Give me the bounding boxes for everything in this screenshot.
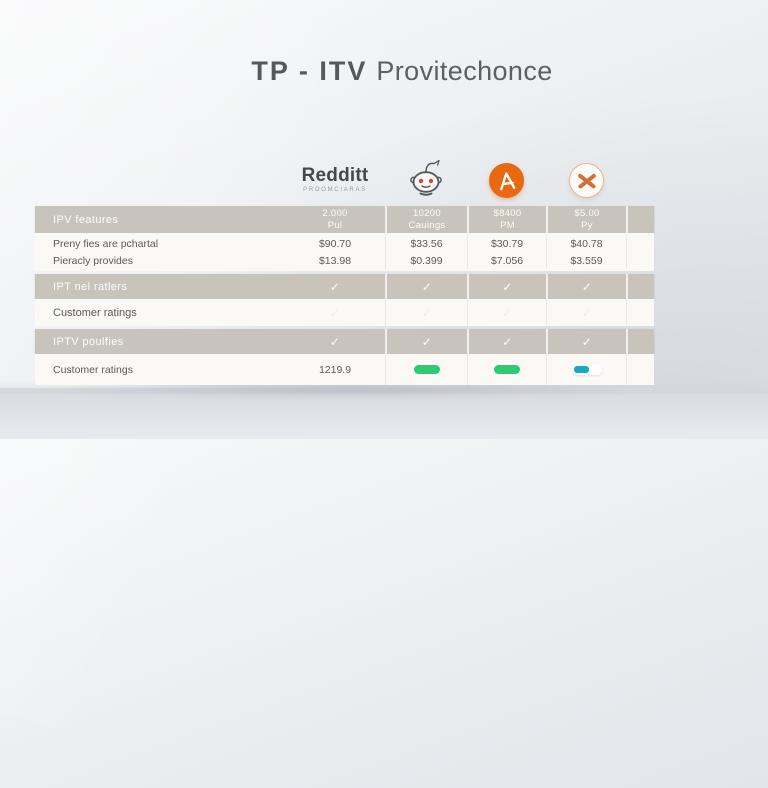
header-label: IPV features <box>53 213 119 226</box>
price-section: Preny fies are pchartal $90.70 $33.56 $3… <box>35 233 654 271</box>
page-title-sub: Provitechonce <box>376 56 553 86</box>
comparison-table: IPV features 2.000 Pul 10200 Cauings $8400… <box>35 206 654 385</box>
row-label: Customer ratings <box>53 306 137 319</box>
crossed-pencils-icon <box>569 163 604 198</box>
empty-cell <box>626 299 654 326</box>
table-row: IPT nel ratlers ✓ ✓ ✓ ✓ <box>35 274 654 299</box>
price-value: $90.70 <box>318 237 352 250</box>
price-value: $3.559 <box>546 252 626 269</box>
brand-redditt: Redditt PROOMCIARAS <box>272 166 398 193</box>
price-value: $40.78 <box>546 235 626 252</box>
row-label: Customer ratings <box>53 363 133 376</box>
page-title-main: TP - ITV <box>251 56 368 86</box>
header-col-4: $5.00 Py <box>574 208 600 231</box>
page-title: TP - ITV Provitechonce <box>18 56 768 87</box>
check-icon: ✓ <box>501 305 513 320</box>
table-row: Customer ratings ✓ ✓ ✓ ✓ <box>35 299 654 326</box>
check-icon: ✓ <box>329 334 341 349</box>
rating-pill-green[interactable] <box>413 365 440 374</box>
check-icon: ✓ <box>581 279 593 294</box>
price-value: $30.79 <box>467 235 546 252</box>
check-icon: ✓ <box>421 334 433 349</box>
price-value: $33.56 <box>385 235 467 252</box>
brand-redditt-tagline: PROOMCIARAS <box>303 187 367 193</box>
rating-value: 1219.9 <box>318 363 352 376</box>
price-value: $0.399 <box>385 252 467 269</box>
brand-redditt-name: Redditt <box>301 165 369 186</box>
empty-cell <box>626 252 654 269</box>
empty-cell <box>626 329 654 354</box>
rating-pill-green[interactable] <box>494 365 520 374</box>
empty-cell <box>626 274 654 299</box>
row-label: Preny fies are pchartal <box>53 237 159 250</box>
header-empty-cell <box>626 206 654 233</box>
empty-cell <box>626 235 654 252</box>
table-row: Pieracly provides $13.98 $0.399 $7.056 $… <box>35 252 654 269</box>
empty-cell <box>626 354 654 385</box>
table-header-row: IPV features 2.000 Pul 10200 Cauings $8400… <box>35 206 654 233</box>
row-label: IPT nel ratlers <box>53 280 128 293</box>
check-icon: ✓ <box>581 334 593 349</box>
table-row: Preny fies are pchartal $90.70 $33.56 $3… <box>35 235 654 252</box>
table-row: IPTV poulfies ✓ ✓ ✓ ✓ <box>35 329 654 354</box>
check-icon: ✓ <box>502 334 513 349</box>
price-value: $13.98 <box>318 254 352 267</box>
toggle-knob <box>573 366 589 373</box>
check-icon: ✓ <box>329 305 341 320</box>
table-row: Customer ratings 1219.9 <box>35 354 654 385</box>
row-label: Pieracly provides <box>53 254 133 267</box>
floor <box>0 388 768 439</box>
check-icon: ✓ <box>502 279 513 294</box>
check-icon: ✓ <box>329 279 341 294</box>
rating-toggle-teal[interactable] <box>571 364 602 375</box>
check-icon: ✓ <box>581 305 592 320</box>
price-value: $7.056 <box>467 252 546 269</box>
check-icon: ✓ <box>421 279 433 294</box>
app-store-icon <box>489 163 524 198</box>
header-col-2: 10200 Cauings <box>408 208 446 231</box>
check-icon: ✓ <box>421 305 432 320</box>
header-col-3: $8400 PM <box>493 208 522 231</box>
header-col-1: 2.000 Pul <box>322 208 348 231</box>
row-label: IPTV poulfies <box>53 335 124 348</box>
reddit-alien-icon <box>404 157 448 201</box>
